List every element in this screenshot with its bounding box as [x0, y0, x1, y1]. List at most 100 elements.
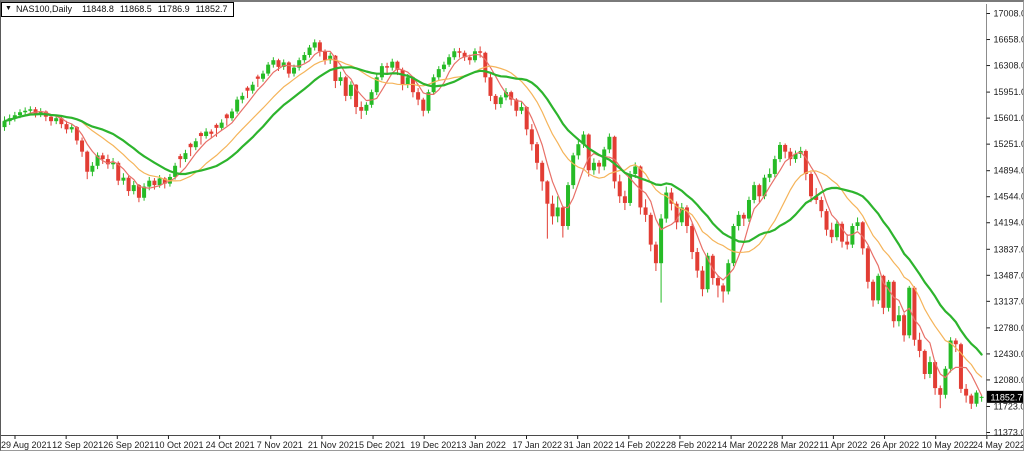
candle-body[interactable]: [571, 155, 576, 186]
candle-body[interactable]: [364, 104, 369, 111]
candle-body[interactable]: [38, 111, 43, 114]
candle-body[interactable]: [824, 211, 829, 230]
candle-body[interactable]: [126, 177, 131, 192]
candle-body[interactable]: [891, 281, 896, 322]
candle-body[interactable]: [860, 222, 865, 249]
candle-body[interactable]: [369, 92, 374, 105]
candle-body[interactable]: [700, 270, 705, 290]
candle-body[interactable]: [302, 54, 307, 61]
candle-body[interactable]: [819, 199, 824, 212]
candle-body[interactable]: [338, 77, 343, 82]
candle-body[interactable]: [229, 111, 234, 119]
candle-body[interactable]: [653, 244, 658, 264]
candle-body[interactable]: [705, 255, 710, 290]
candle-body[interactable]: [198, 133, 203, 137]
candle-body[interactable]: [374, 77, 379, 93]
candle-body[interactable]: [540, 162, 545, 182]
candle-body[interactable]: [586, 134, 591, 171]
candle-body[interactable]: [581, 134, 586, 145]
candle-body[interactable]: [917, 339, 922, 351]
candle-body[interactable]: [840, 223, 845, 242]
candle-body[interactable]: [183, 153, 188, 160]
candle-body[interactable]: [535, 144, 540, 163]
candle-body[interactable]: [219, 122, 224, 128]
candle-body[interactable]: [462, 52, 467, 58]
candle-body[interactable]: [2, 121, 7, 128]
price-axis[interactable]: 17008.0 16658.0 16308.0 15951.0 15601.0 15251…: [986, 9, 1024, 438]
candle-body[interactable]: [131, 185, 136, 192]
candle-body[interactable]: [948, 340, 953, 369]
candle-body[interactable]: [147, 180, 152, 187]
candle-body[interactable]: [674, 203, 679, 223]
candle-body[interactable]: [18, 112, 23, 116]
candle-body[interactable]: [105, 159, 110, 165]
candle-body[interactable]: [772, 159, 777, 174]
candle-body[interactable]: [757, 185, 762, 197]
candle-body[interactable]: [876, 275, 881, 301]
candle-body[interactable]: [472, 51, 477, 61]
candle-body[interactable]: [400, 69, 405, 85]
candle-body[interactable]: [628, 173, 633, 203]
candle-body[interactable]: [979, 396, 984, 398]
candle-body[interactable]: [467, 57, 472, 61]
candle-body[interactable]: [390, 61, 395, 68]
candle-body[interactable]: [441, 64, 446, 70]
candle-body[interactable]: [969, 395, 974, 404]
candle-body[interactable]: [845, 241, 850, 245]
candle-body[interactable]: [323, 51, 328, 61]
candle-body[interactable]: [576, 144, 581, 156]
candle-body[interactable]: [12, 115, 17, 119]
candle-body[interactable]: [245, 87, 250, 91]
candle-body[interactable]: [850, 226, 855, 245]
candle-body[interactable]: [591, 162, 596, 171]
candle-body[interactable]: [659, 218, 664, 264]
candle-body[interactable]: [622, 196, 627, 203]
candle-body[interactable]: [162, 178, 167, 184]
candle-body[interactable]: [752, 185, 757, 200]
candle-body[interactable]: [240, 95, 245, 100]
candle-body[interactable]: [80, 140, 85, 152]
candle-body[interactable]: [348, 84, 353, 96]
candle-body[interactable]: [710, 255, 715, 279]
candle-body[interactable]: [607, 136, 612, 150]
candle-body[interactable]: [814, 196, 819, 200]
candle-body[interactable]: [927, 362, 932, 374]
candle-body[interactable]: [281, 62, 286, 67]
candle-body[interactable]: [317, 42, 322, 52]
candle-body[interactable]: [829, 229, 834, 238]
candle-body[interactable]: [560, 207, 565, 227]
candle-body[interactable]: [359, 107, 364, 111]
candle-body[interactable]: [235, 99, 240, 112]
candle-body[interactable]: [809, 173, 814, 197]
candle-body[interactable]: [736, 214, 741, 227]
candle-body[interactable]: [209, 131, 214, 134]
candle-body[interactable]: [54, 118, 59, 122]
candle-body[interactable]: [793, 153, 798, 160]
candle-body[interactable]: [746, 199, 751, 219]
candle-body[interactable]: [933, 362, 938, 389]
candle-body[interactable]: [715, 278, 720, 286]
candle-body[interactable]: [974, 392, 979, 404]
candle-body[interactable]: [907, 287, 912, 336]
candle-body[interactable]: [509, 92, 514, 100]
candle-body[interactable]: [478, 51, 483, 53]
candle-body[interactable]: [912, 287, 917, 340]
candle-body[interactable]: [90, 165, 95, 172]
candle-body[interactable]: [638, 166, 643, 208]
candle-body[interactable]: [354, 84, 359, 108]
candle-body[interactable]: [524, 107, 529, 130]
candle-body[interactable]: [292, 67, 297, 74]
candle-body[interactable]: [250, 84, 255, 91]
candle-body[interactable]: [85, 151, 90, 172]
candle-body[interactable]: [519, 107, 524, 111]
candle-body[interactable]: [59, 118, 64, 125]
candle-body[interactable]: [731, 226, 736, 264]
candle-body[interactable]: [958, 344, 963, 389]
candle-body[interactable]: [457, 51, 462, 53]
candle-body[interactable]: [224, 114, 229, 119]
candle-body[interactable]: [69, 127, 74, 130]
candle-body[interactable]: [421, 99, 426, 111]
time-axis[interactable]: 29 Aug 2021 12 Sep 2021 26 Sep 2021 10 Oct …: [1, 435, 1024, 451]
candle-body[interactable]: [452, 51, 457, 58]
candle-body[interactable]: [679, 207, 684, 223]
